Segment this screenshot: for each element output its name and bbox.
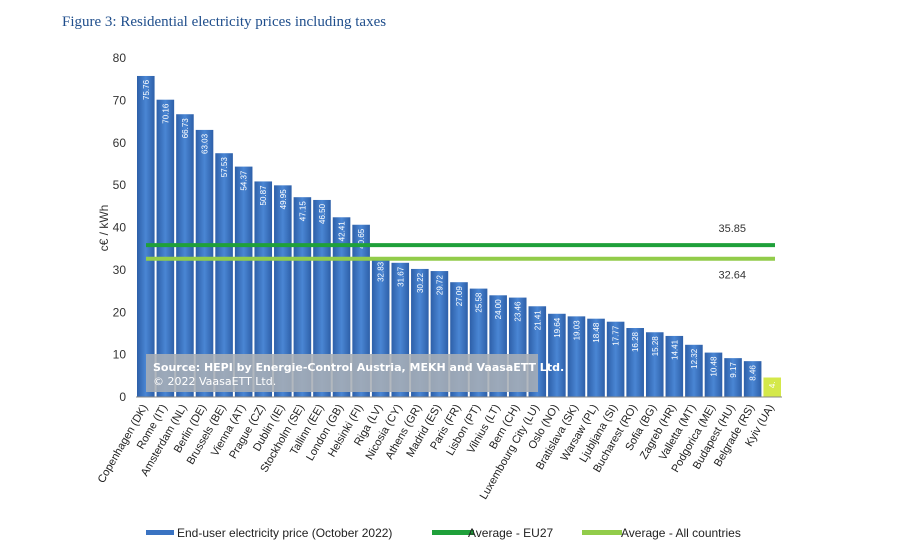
legend-label-eu27: Average - EU27 (468, 526, 553, 540)
bar-value-label: 4. (768, 382, 777, 389)
bar-value-label: 21.41 (533, 310, 542, 331)
y-tick-label: 80 (113, 51, 127, 65)
bar (743, 361, 762, 397)
bar-value-label: 32.83 (377, 261, 386, 282)
average-lines: 35.85 32.64 (146, 223, 775, 282)
bar-value-label: 70.16 (161, 103, 170, 124)
bar-value-label: 27.09 (455, 286, 464, 307)
legend-label-bars: End-user electricity price (October 2022… (177, 526, 392, 540)
bar-value-label: 30.22 (416, 272, 425, 293)
y-tick-label: 70 (113, 93, 127, 107)
y-tick-label: 40 (113, 221, 127, 235)
bar-value-label: 19.03 (572, 320, 581, 341)
bar-value-label: 25.58 (475, 292, 484, 313)
y-axis-label: c€ / kWh (97, 205, 111, 252)
bar (724, 358, 742, 397)
bar (195, 129, 214, 397)
legend-swatch-all (582, 530, 622, 535)
bar (313, 199, 331, 397)
y-tick-label: 30 (113, 263, 127, 277)
bar-value-label: 49.95 (279, 189, 288, 210)
y-tick-label: 20 (113, 305, 127, 319)
bar-value-label: 46.50 (318, 203, 327, 224)
bar (234, 166, 253, 397)
y-axis: 0 10 20 30 40 50 60 70 80 (113, 51, 127, 404)
legend-swatch-eu27 (432, 530, 474, 535)
bar (352, 224, 370, 397)
bar (587, 318, 605, 397)
bar (548, 313, 566, 397)
bar (606, 321, 625, 397)
bar-value-label: 63.03 (201, 133, 210, 154)
bar-value-label: 9.17 (729, 362, 738, 378)
bar-value-label: 66.73 (181, 118, 190, 139)
source-box-bg (146, 354, 538, 392)
bar-value-label: 24.00 (494, 299, 503, 320)
bar-value-label: 54.37 (240, 170, 249, 191)
figure-title: Figure 3: Residential electricity prices… (62, 14, 387, 30)
bar (665, 335, 684, 397)
bar (293, 197, 312, 397)
bar-value-label: 15.28 (651, 336, 660, 357)
bar (137, 75, 155, 397)
bar (156, 99, 175, 398)
bar-value-label: 17.77 (612, 325, 621, 346)
bar (763, 377, 781, 397)
source-line-1: Source: HEPI by Energie-Control Austria,… (153, 361, 564, 374)
bar-value-label: 40.65 (357, 228, 366, 249)
bar-value-label: 12.32 (690, 348, 699, 369)
bar-value-label: 47.15 (298, 201, 307, 222)
bar (274, 185, 292, 397)
bar (685, 344, 703, 397)
bar (176, 114, 194, 397)
bar (215, 153, 233, 397)
bar (254, 181, 273, 397)
y-tick-label: 10 (113, 348, 127, 362)
average-value-label: 35.85 (718, 223, 746, 235)
bar-value-label: 8.46 (749, 365, 758, 381)
bar-value-label: 14.41 (670, 339, 679, 360)
bar-value-label: 42.41 (338, 221, 347, 242)
bar-value-label: 19.64 (553, 317, 562, 338)
bar-value-label: 10.48 (709, 356, 718, 377)
bar-value-label: 50.87 (259, 185, 268, 206)
bar-value-label: 23.46 (514, 301, 523, 322)
y-tick-label: 50 (113, 178, 127, 192)
bar-value-label: 75.76 (142, 79, 151, 100)
bar-value-label: 31.67 (396, 266, 405, 287)
bar-value-label: 16.28 (631, 331, 640, 352)
bar-value-label: 18.48 (592, 322, 601, 343)
x-axis-labels: Copenhagen (DK)Rome (IT)Amsterdam (NL)Be… (96, 403, 777, 502)
y-tick-label: 60 (113, 136, 127, 150)
bar-value-label: 29.72 (435, 275, 444, 296)
bar (626, 328, 644, 397)
source-box: Source: HEPI by Energie-Control Austria,… (146, 354, 564, 392)
legend-label-all: Average - All countries (621, 526, 741, 540)
legend: End-user electricity price (October 2022… (146, 526, 741, 540)
bar (704, 352, 723, 397)
source-line-2: © 2022 VaasaETT Ltd. (153, 375, 276, 388)
bar (567, 316, 586, 397)
bar (645, 332, 664, 397)
average-value-label: 32.64 (718, 270, 746, 282)
y-tick-label: 0 (119, 390, 126, 404)
bar (332, 217, 351, 397)
bar-value-label: 57.53 (220, 157, 229, 178)
legend-swatch-bars (146, 530, 174, 535)
bars: 75.76 70.16 66.73 63.03 57.53 54.37 50.87 49.95… (136, 75, 782, 398)
